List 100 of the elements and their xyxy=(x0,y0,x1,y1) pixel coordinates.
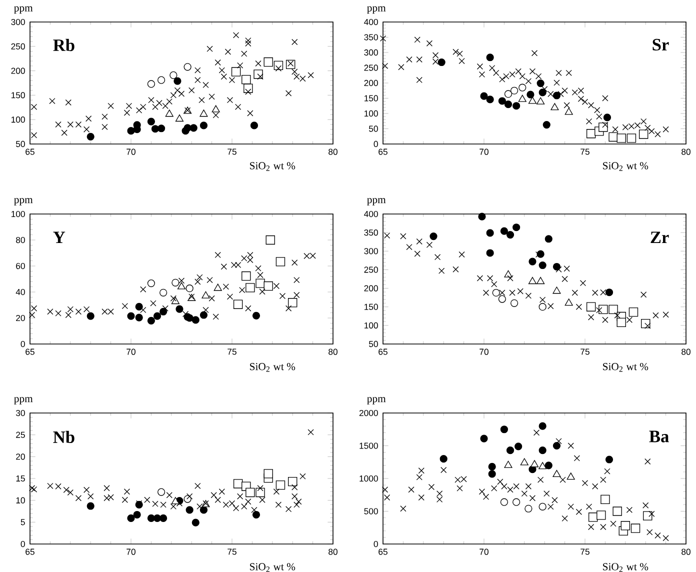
point xyxy=(509,290,516,296)
y-axis-title: ppm xyxy=(367,198,386,206)
x-tick-label: 80 xyxy=(328,348,338,355)
point xyxy=(432,58,439,65)
point xyxy=(122,496,128,503)
x-tick-label: 70 xyxy=(480,548,488,555)
point xyxy=(510,86,518,94)
point xyxy=(497,478,504,485)
point xyxy=(150,300,156,306)
point xyxy=(528,276,537,284)
point xyxy=(285,90,292,96)
point xyxy=(456,50,463,57)
y-tick-label: 15 xyxy=(16,475,25,482)
point xyxy=(529,495,536,502)
point xyxy=(220,74,227,80)
point xyxy=(47,308,54,315)
point xyxy=(542,86,548,92)
text: Ba xyxy=(649,430,669,442)
point xyxy=(418,468,424,474)
point xyxy=(588,102,594,108)
point xyxy=(562,88,568,94)
point xyxy=(452,266,459,272)
point xyxy=(292,260,298,266)
point xyxy=(190,124,198,132)
point xyxy=(133,510,141,519)
y-axis-title: ppm xyxy=(14,397,33,404)
point xyxy=(614,312,620,318)
point xyxy=(264,57,273,67)
point xyxy=(122,302,128,310)
point xyxy=(643,511,652,520)
text: Sr xyxy=(652,38,669,51)
point xyxy=(83,306,90,312)
point xyxy=(512,224,520,232)
point xyxy=(178,90,185,97)
point xyxy=(135,302,143,310)
point xyxy=(576,508,582,515)
point xyxy=(513,483,520,490)
point xyxy=(245,37,252,44)
y-tick-label: 5 xyxy=(20,519,25,526)
point xyxy=(588,314,594,320)
point xyxy=(30,104,38,110)
x-tick-label: 65 xyxy=(378,548,388,555)
x-tick-label: 80 xyxy=(682,348,690,355)
point xyxy=(416,474,422,480)
point xyxy=(88,493,94,500)
point xyxy=(172,278,180,286)
point xyxy=(242,74,251,84)
point xyxy=(518,84,526,92)
point xyxy=(428,484,435,490)
point xyxy=(525,292,532,299)
y-axis-title: ppm xyxy=(367,6,386,14)
y-tick-label: 200 xyxy=(364,285,378,292)
point xyxy=(83,126,90,132)
point xyxy=(245,88,252,95)
point xyxy=(166,492,172,498)
y-tick-label: 250 xyxy=(364,64,378,71)
point xyxy=(548,504,554,510)
point xyxy=(578,96,584,102)
point xyxy=(518,94,526,102)
point xyxy=(521,490,528,497)
point xyxy=(566,472,575,480)
y-tick-label: 20 xyxy=(16,314,25,322)
point xyxy=(212,105,220,112)
point xyxy=(186,493,193,500)
point xyxy=(200,311,208,319)
point xyxy=(504,270,512,278)
point xyxy=(538,261,546,270)
point xyxy=(504,100,512,108)
x-axis-title: SiO$_{2}$ wt % xyxy=(603,363,648,372)
point xyxy=(176,500,183,506)
point xyxy=(63,486,70,493)
y-tick-label: 250 xyxy=(11,43,25,50)
point xyxy=(630,524,640,533)
point xyxy=(178,278,185,284)
x-tick-label: 75 xyxy=(228,348,236,355)
point xyxy=(482,494,490,500)
point xyxy=(400,233,406,240)
point xyxy=(588,524,594,530)
text: Y xyxy=(53,232,66,244)
x-tick-label: 70 xyxy=(126,148,136,155)
point xyxy=(432,52,439,58)
point xyxy=(504,460,512,468)
point xyxy=(230,262,238,268)
text: Nb xyxy=(53,430,74,444)
point xyxy=(548,303,554,310)
point xyxy=(434,254,441,260)
point xyxy=(498,295,506,303)
point xyxy=(171,497,180,504)
y-tick-label: 60 xyxy=(16,262,25,270)
x-tick-label: 75 xyxy=(228,148,236,155)
point xyxy=(275,502,282,508)
y-tick-label: 10 xyxy=(16,497,25,504)
point xyxy=(538,422,546,430)
point xyxy=(535,73,542,80)
point xyxy=(83,486,90,493)
point xyxy=(648,128,655,134)
point xyxy=(124,110,130,116)
point xyxy=(507,486,514,493)
point xyxy=(418,494,424,501)
point xyxy=(500,426,508,434)
